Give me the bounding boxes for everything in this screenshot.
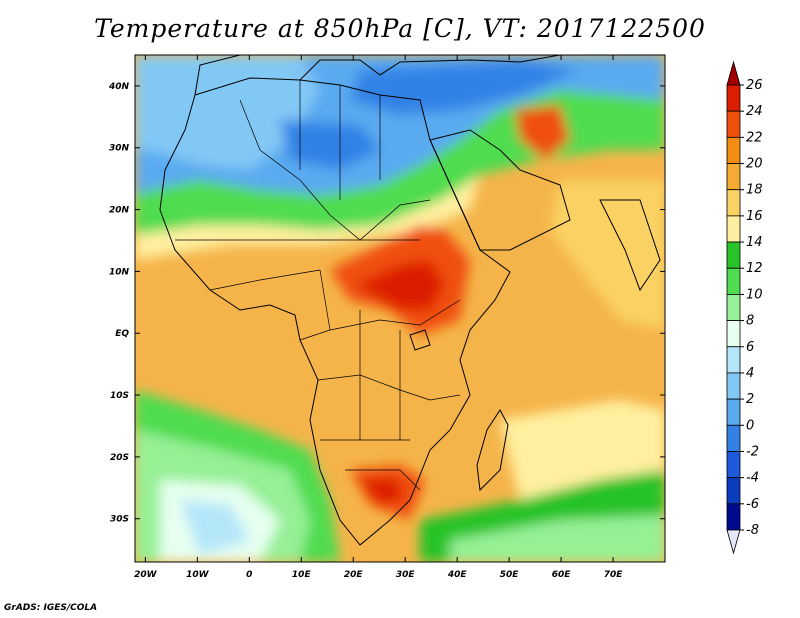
colorbar-arrow-top <box>726 60 741 86</box>
cool-zone-north <box>135 55 320 170</box>
colorbar-segment <box>726 189 741 217</box>
colorbar-segment <box>726 320 741 348</box>
coastlines <box>159 55 661 546</box>
map-frame <box>134 54 666 563</box>
colorbar-segment <box>726 294 741 321</box>
hot-zone-arabia <box>515 105 570 160</box>
colorbar-segment <box>726 241 741 269</box>
colorbar-segment <box>726 110 741 138</box>
colorbar-label: 22 <box>746 130 763 145</box>
colorbar-segment <box>726 477 741 505</box>
lat-tick-label: 20N <box>109 206 130 216</box>
lon-tick-label: 50E <box>500 570 520 580</box>
colorbar-label: 16 <box>746 209 763 224</box>
colorbar-label: 4 <box>746 366 754 381</box>
colorbar-segment <box>726 163 741 191</box>
pale-band-north <box>135 175 480 260</box>
colorbar-label: 6 <box>746 340 754 355</box>
colorbar-label: 2 <box>746 392 754 407</box>
country-borders <box>175 80 461 491</box>
madagascar-coastline <box>476 409 509 492</box>
map-title: Temperature at 850hPa [C], VT: 201712250… <box>94 14 706 43</box>
longitude-axis: 20W 10W 0 10E 20E 30E 40E 50E 60E 70E <box>134 55 623 580</box>
lat-tick-label: 20S <box>110 453 129 463</box>
colorbar-segment <box>726 136 741 164</box>
hottest-zone-central <box>355 260 445 310</box>
europe-coastline <box>194 55 561 96</box>
lon-tick-label: 30E <box>396 570 416 580</box>
lon-tick-label: 60E <box>552 570 572 580</box>
colorbar-label: -2 <box>746 444 759 459</box>
lon-tick-label: 40E <box>447 570 468 580</box>
lat-tick-label: 30S <box>110 515 129 525</box>
hottest-zone-south <box>360 478 405 505</box>
pale-green-south-indian <box>450 515 665 562</box>
lat-tick-label: 10N <box>109 267 130 277</box>
colorbar-label: 14 <box>746 235 763 250</box>
colorbar-segment <box>726 346 741 374</box>
colorbar-segment <box>726 372 741 400</box>
colorbar-label: 26 <box>746 78 763 93</box>
africa-coastline <box>159 77 511 546</box>
colorbar-segment <box>726 84 741 112</box>
coldest-zone-north <box>350 60 580 115</box>
pale-zone-south-indian <box>500 400 665 500</box>
lon-tick-label: 20W <box>134 570 158 580</box>
colorbar-label: -8 <box>746 523 759 538</box>
lat-tick-label: 10S <box>110 391 129 401</box>
latitude-axis: 40N 30N 20N 10N EQ 10S 20S 30S <box>108 82 665 525</box>
colorbar-label: 24 <box>746 104 763 119</box>
lat-tick-label: 40N <box>108 82 130 92</box>
lon-tick-label: 10E <box>292 570 312 580</box>
lat-tick-label: EQ <box>115 329 129 339</box>
colorbar-segment <box>726 215 741 243</box>
colorbar-arrow-bottom <box>726 529 741 555</box>
colorbar-segment <box>726 267 741 295</box>
lon-tick-label: 70E <box>604 570 624 580</box>
colorbar-segment <box>726 503 741 531</box>
colorbar-label: 8 <box>746 314 754 329</box>
colorbar-label: 18 <box>746 183 763 198</box>
colorbar-label: 12 <box>746 261 763 276</box>
footer-credit: GrADS: IGES/COLA <box>4 603 98 613</box>
lon-tick-label: 10W <box>186 570 210 580</box>
colorbar-label: 0 <box>746 418 754 433</box>
lake-victoria <box>409 329 431 351</box>
colorbar-label: 20 <box>746 157 763 172</box>
colorbar-segment <box>726 451 741 479</box>
pale-zone-india <box>550 180 665 330</box>
colorbar-segment <box>726 398 741 426</box>
temperature-field <box>135 55 665 562</box>
coolest-zone-south-atlantic <box>180 500 250 555</box>
colorbar-label: 10 <box>746 287 763 302</box>
lon-tick-label: 0 <box>246 570 252 580</box>
coldest-zone-sahara <box>280 120 380 170</box>
colorbar-segment <box>726 424 741 452</box>
lon-tick-label: 20E <box>344 570 364 580</box>
lat-tick-label: 30N <box>109 144 130 154</box>
arabia-coastline <box>429 129 571 251</box>
india-coastline <box>599 199 661 292</box>
colorbar-label: -6 <box>746 497 759 512</box>
colorbar-label: -4 <box>746 471 759 486</box>
